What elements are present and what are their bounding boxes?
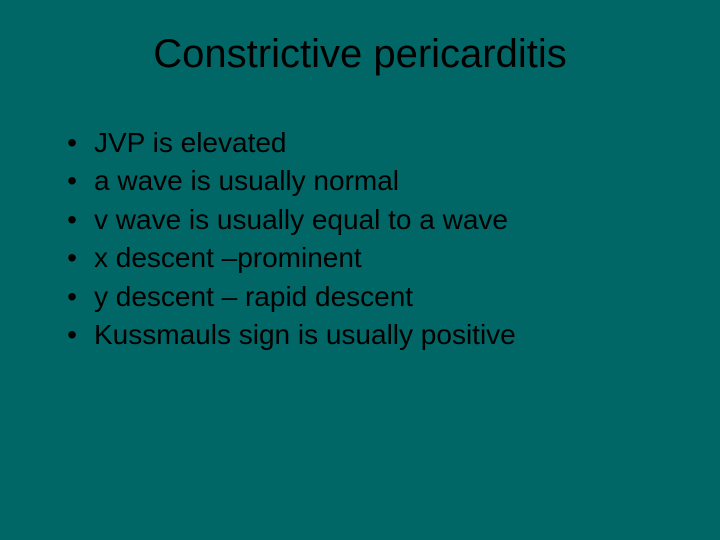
list-item: • v wave is usually equal to a wave	[50, 202, 684, 238]
bullet-icon: •	[50, 240, 94, 276]
bullet-text: JVP is elevated	[94, 125, 684, 161]
slide: Constrictive pericarditis • JVP is eleva…	[0, 0, 720, 540]
bullet-icon: •	[50, 202, 94, 238]
bullet-text: v wave is usually equal to a wave	[94, 202, 684, 238]
bullet-text: x descent –prominent	[94, 240, 684, 276]
bullet-icon: •	[50, 279, 94, 315]
bullet-text: y descent – rapid descent	[94, 279, 684, 315]
bullet-list: • JVP is elevated • a wave is usually no…	[36, 125, 684, 353]
list-item: • y descent – rapid descent	[50, 279, 684, 315]
list-item: • x descent –prominent	[50, 240, 684, 276]
bullet-text: a wave is usually normal	[94, 163, 684, 199]
bullet-icon: •	[50, 317, 94, 353]
list-item: • Kussmauls sign is usually positive	[50, 317, 684, 353]
list-item: • a wave is usually normal	[50, 163, 684, 199]
list-item: • JVP is elevated	[50, 125, 684, 161]
bullet-icon: •	[50, 125, 94, 161]
bullet-text: Kussmauls sign is usually positive	[94, 317, 684, 353]
slide-title: Constrictive pericarditis	[36, 32, 684, 77]
bullet-icon: •	[50, 163, 94, 199]
